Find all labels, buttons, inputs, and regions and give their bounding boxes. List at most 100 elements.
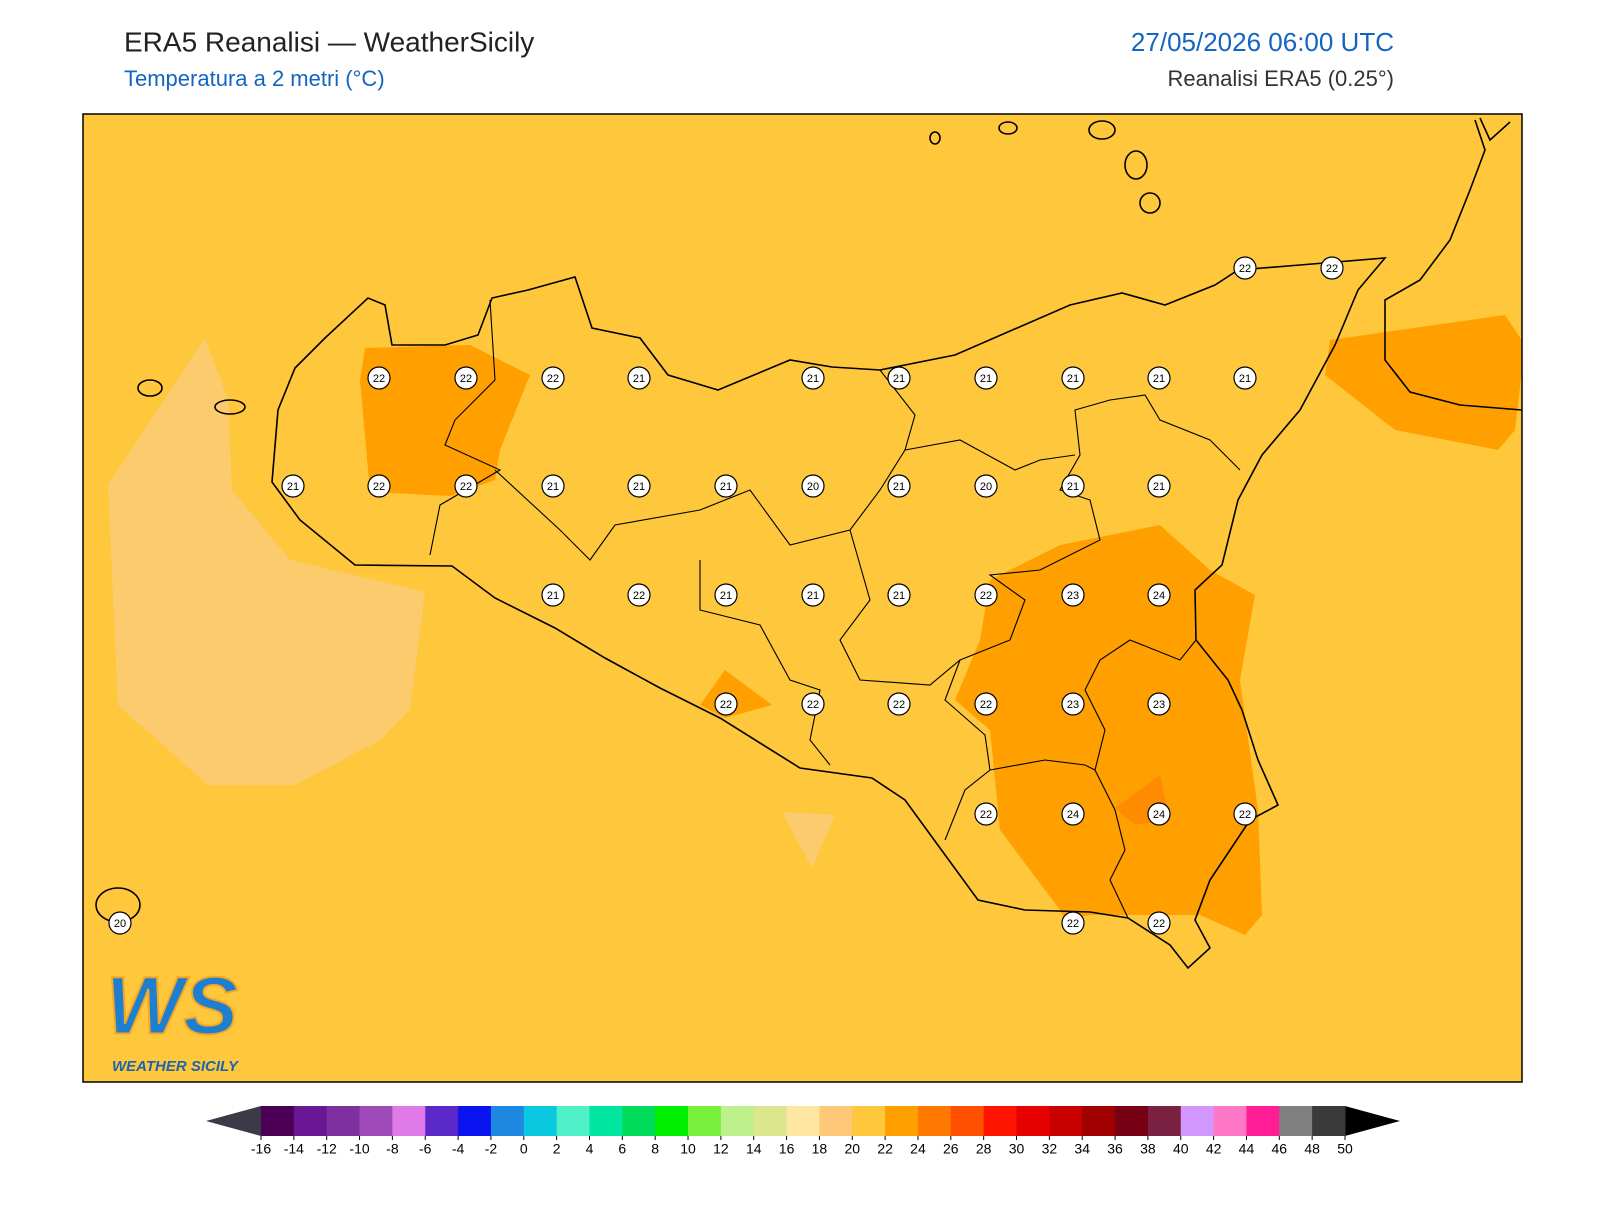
station-marker	[1233, 802, 1257, 826]
warm-field	[1325, 315, 1522, 450]
colorbar-segment	[1246, 1106, 1280, 1136]
station-value: 22	[460, 373, 472, 385]
colorbar-segment	[293, 1106, 328, 1136]
colorbar-label: 40	[1173, 1141, 1189, 1157]
colorbar-label: -10	[349, 1141, 369, 1157]
station-layer: 22 22 22 22 22 21 21 21 21 21 21 21 21 22 22 21 21 21 20 21…	[108, 256, 1344, 935]
station-marker	[801, 474, 825, 498]
station-value: 22	[1326, 263, 1338, 275]
colorbar-label: 10	[680, 1141, 696, 1157]
station-value: 21	[980, 373, 992, 385]
station-value: 22	[1153, 918, 1165, 930]
station-value: 24	[1153, 590, 1165, 602]
colorbar-under	[206, 1106, 261, 1136]
colorbar-label: 26	[943, 1141, 959, 1157]
station-value: 22	[547, 373, 559, 385]
station-value: 21	[893, 481, 905, 493]
logo: WS WEATHER SICILY	[105, 960, 240, 1075]
station-value: 21	[807, 373, 819, 385]
station-marker	[1147, 802, 1171, 826]
colorbar-label: -6	[419, 1141, 432, 1157]
station-marker	[1061, 911, 1085, 935]
station-value: 21	[633, 373, 645, 385]
colorbar-segment	[392, 1106, 426, 1136]
station-value: 22	[633, 590, 645, 602]
colorbar-segment	[819, 1106, 853, 1136]
colorbar-label: 30	[1009, 1141, 1025, 1157]
station-marker	[887, 692, 911, 716]
date: 27/05/2026 06:00 UTC	[1131, 27, 1394, 57]
station-marker	[1061, 583, 1085, 607]
station-marker	[1320, 256, 1344, 280]
station-value: 22	[720, 699, 732, 711]
colorbar-label: -12	[317, 1141, 337, 1157]
colorbar-label: -4	[452, 1141, 465, 1157]
colorbar-segment	[1312, 1106, 1346, 1136]
colorbar-label: -14	[284, 1141, 304, 1157]
station-value: 21	[807, 590, 819, 602]
subtitle: Temperatura a 2 metri (°C)	[124, 66, 385, 91]
colorbar-label: 38	[1140, 1141, 1156, 1157]
station-value: 20	[980, 481, 992, 493]
colorbar-segment	[720, 1106, 755, 1136]
warm-field	[360, 345, 530, 496]
colorbar-over	[1345, 1106, 1400, 1136]
station-marker	[367, 366, 391, 390]
colorbar-segment	[950, 1106, 985, 1136]
station-value: 21	[547, 481, 559, 493]
station-value: 21	[1239, 373, 1251, 385]
station-value: 20	[807, 481, 819, 493]
colorbar-segment	[1147, 1106, 1182, 1136]
station-value: 21	[720, 481, 732, 493]
colorbar-segment	[490, 1106, 525, 1136]
station-value: 22	[460, 481, 472, 493]
station-value: 22	[893, 699, 905, 711]
colorbar-segment	[1115, 1106, 1149, 1136]
colorbar-label: 32	[1042, 1141, 1058, 1157]
station-value: 24	[1067, 809, 1079, 821]
warm-field	[955, 525, 1262, 935]
station-marker	[367, 474, 391, 498]
colorbar-segment	[1049, 1106, 1083, 1136]
station-marker	[281, 474, 305, 498]
colorbar-label: 46	[1272, 1141, 1288, 1157]
logo-mark: WS	[106, 961, 238, 1052]
station-value: 22	[980, 590, 992, 602]
colorbar-segment	[885, 1106, 919, 1136]
station-marker	[1061, 474, 1085, 498]
station-value: 22	[1067, 918, 1079, 930]
colorbar-segment	[655, 1106, 689, 1136]
station-value: 21	[1067, 481, 1079, 493]
station-marker	[887, 583, 911, 607]
colorbar-label: 0	[520, 1141, 528, 1157]
station-marker	[1233, 256, 1257, 280]
colorbar-segment	[917, 1106, 952, 1136]
colorbar-segment	[753, 1106, 788, 1136]
station-value: 22	[1239, 263, 1251, 275]
province-borders	[429, 299, 1241, 919]
station-value: 22	[980, 699, 992, 711]
colorbar-segment	[458, 1106, 492, 1136]
colorbar-label: 18	[812, 1141, 828, 1157]
cool-field	[782, 812, 835, 868]
colorbar: -16 -14 -12 -10 -8 -6 -4 -2 0 2 4 6 8 10 12 14 16 18 20 22 2…	[206, 1106, 1400, 1157]
colorbar-label: 2	[553, 1141, 561, 1157]
station-marker	[627, 474, 651, 498]
station-value: 20	[114, 918, 126, 930]
map-area: 22 22 22 22 22 21 21 21 21 21 21 21 21 22 22 21 21 21 20 21…	[83, 114, 1522, 1082]
station-marker	[801, 583, 825, 607]
station-value: 21	[1067, 373, 1079, 385]
colorbar-segment	[852, 1106, 886, 1136]
map-frame	[82, 113, 1523, 1083]
colorbar-segment	[1180, 1106, 1215, 1136]
colorbar-segment	[326, 1106, 361, 1136]
station-marker	[1147, 366, 1171, 390]
colorbar-label: 50	[1337, 1141, 1353, 1157]
colorbar-label: 24	[910, 1141, 926, 1157]
colorbar-label: -2	[485, 1141, 498, 1157]
station-value: 21	[1153, 373, 1165, 385]
island	[929, 131, 941, 145]
colorbar-label: 36	[1107, 1141, 1123, 1157]
station-value: 21	[633, 481, 645, 493]
station-marker	[541, 474, 565, 498]
